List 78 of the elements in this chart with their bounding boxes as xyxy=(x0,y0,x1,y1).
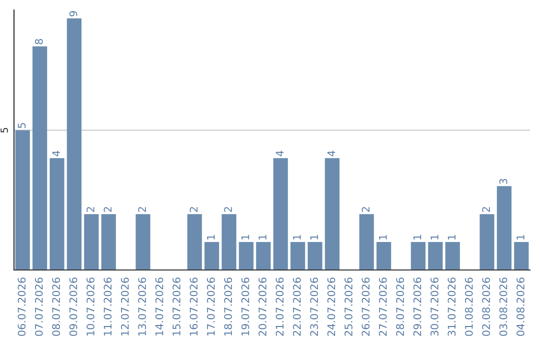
x-tick-label: 26.07.2026 xyxy=(362,278,370,336)
data-label: 2 xyxy=(224,207,232,212)
bar xyxy=(101,214,116,270)
data-label: 1 xyxy=(379,234,387,240)
x-tick-label: 16.07.2026 xyxy=(190,278,198,336)
x-tick-label: 29.07.2026 xyxy=(413,278,422,336)
bar xyxy=(445,242,460,270)
x-tick-label: 14.07.2026 xyxy=(155,278,164,336)
data-label: 2 xyxy=(482,207,490,212)
data-label: 2 xyxy=(138,207,146,212)
x-tick-label: 07.07.2026 xyxy=(34,278,43,336)
data-label: 1 xyxy=(516,234,524,240)
data-label: 4 xyxy=(52,150,60,156)
x-tick-label: 24.07.2026 xyxy=(327,278,336,336)
x-tick-label: 03.08.2026 xyxy=(499,278,508,336)
bar xyxy=(480,214,494,270)
data-label: 1 xyxy=(430,234,438,240)
x-tick-label: 17.07.2026 xyxy=(206,278,215,336)
bar xyxy=(238,242,254,270)
data-label: 2 xyxy=(104,207,112,212)
x-tick-label: 25.07.2026 xyxy=(344,278,352,336)
x-tick-label: 06.07.2026 xyxy=(18,278,26,336)
x-tick-label: 15.07.2026 xyxy=(172,278,180,336)
data-label: 1 xyxy=(293,234,301,240)
bar xyxy=(136,214,150,270)
x-tick-label: 12.07.2026 xyxy=(120,278,129,336)
x-tick-label: 10.07.2026 xyxy=(86,278,94,336)
data-label: 4 xyxy=(276,150,284,156)
bar xyxy=(324,158,340,270)
bar xyxy=(84,214,99,270)
data-label: 1 xyxy=(207,234,215,240)
x-tick-label: 22.07.2026 xyxy=(292,278,301,336)
bar xyxy=(428,242,443,270)
data-label: 4 xyxy=(327,150,336,156)
bar xyxy=(514,242,529,270)
x-tick-label: 30.07.2026 xyxy=(430,278,438,336)
data-label: 9 xyxy=(69,11,78,16)
data-label: 2 xyxy=(190,207,198,212)
data-label: 8 xyxy=(34,39,43,44)
x-tick-label: 11.07.2026 xyxy=(104,278,112,336)
data-label: 5 xyxy=(18,123,26,128)
bar xyxy=(359,214,374,270)
x-tick-label: 21.07.2026 xyxy=(276,278,284,336)
data-label: 2 xyxy=(86,207,94,212)
x-tick-label: 31.07.2026 xyxy=(448,278,456,336)
x-tick-label: 27.07.2026 xyxy=(378,278,387,336)
bar xyxy=(290,242,306,270)
x-tick-label: 20.07.2026 xyxy=(258,278,266,336)
x-tick-label: 19.07.2026 xyxy=(241,278,250,336)
bar xyxy=(187,214,202,270)
bar xyxy=(32,46,48,270)
data-label: 1 xyxy=(241,234,250,240)
x-tick-label: 02.08.2026 xyxy=(482,278,490,336)
x-tick-label: 18.07.2026 xyxy=(224,278,232,336)
data-label: 2 xyxy=(362,207,370,212)
x-tick-label: 04.08.2026 xyxy=(516,278,524,336)
data-label: 1 xyxy=(310,234,318,240)
bar xyxy=(222,214,236,270)
data-label: 1 xyxy=(258,234,266,240)
x-tick-label: 23.07.2026 xyxy=(310,278,318,336)
x-tick-label: 13.07.2026 xyxy=(138,278,146,336)
data-label: 1 xyxy=(413,234,422,240)
x-tick-label: 01.08.2026 xyxy=(464,278,473,336)
bar xyxy=(496,186,512,270)
bar xyxy=(273,158,288,270)
bar xyxy=(50,158,64,270)
bar xyxy=(204,242,220,270)
bar xyxy=(308,242,322,270)
x-tick-label: 09.07.2026 xyxy=(69,278,78,336)
bar xyxy=(15,130,30,270)
data-label: 1 xyxy=(448,234,456,240)
bar xyxy=(376,242,392,270)
data-label: 3 xyxy=(499,178,508,184)
bar xyxy=(256,242,271,270)
x-tick-label: 08.07.2026 xyxy=(52,278,60,336)
bar xyxy=(410,242,426,270)
x-tick-label: 28.07.2026 xyxy=(396,278,404,336)
bar xyxy=(66,18,82,270)
